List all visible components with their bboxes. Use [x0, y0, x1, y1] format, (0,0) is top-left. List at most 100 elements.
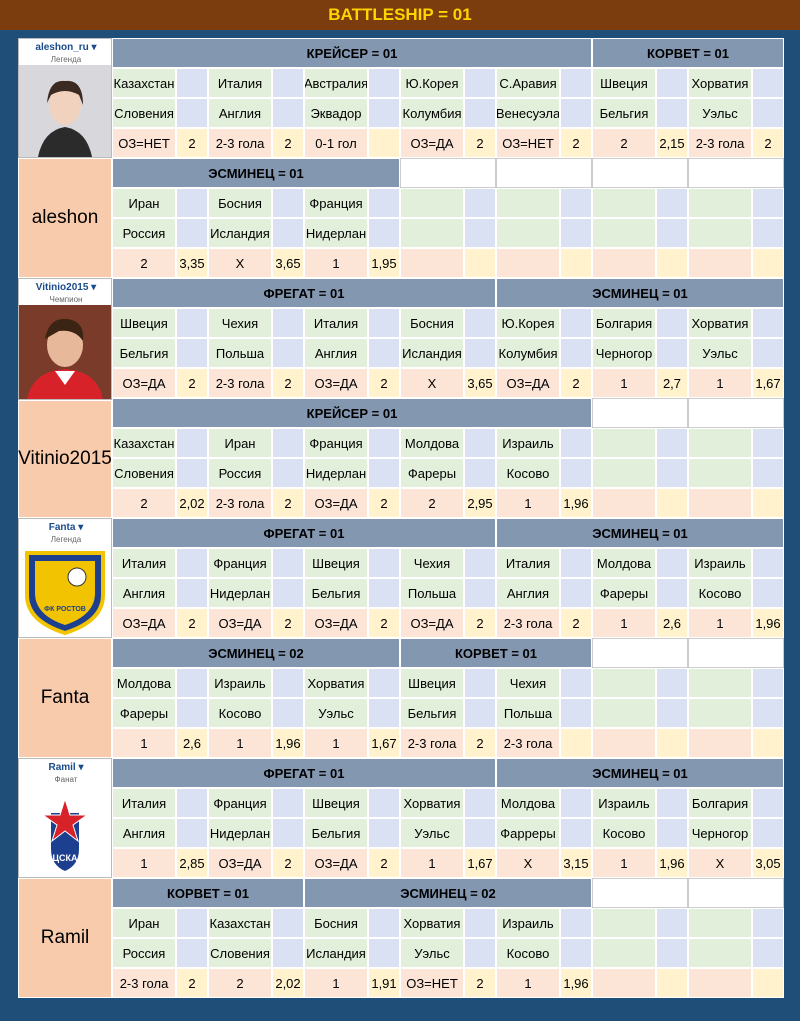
score-cell: [560, 938, 592, 968]
score-cell: [368, 818, 400, 848]
empty-cell: [656, 458, 688, 488]
score-cell: [464, 668, 496, 698]
score-cell: [176, 908, 208, 938]
empty-cell: [656, 248, 688, 278]
team-cell: Исландия: [400, 338, 464, 368]
score-cell: [752, 788, 784, 818]
bet-cell: ОЗ=ДА: [400, 128, 464, 158]
empty-cell: [752, 698, 784, 728]
team-cell: Италия: [304, 308, 368, 338]
score-cell: [368, 68, 400, 98]
team-cell: Молдова: [496, 788, 560, 818]
empty-cell: [496, 188, 560, 218]
team-cell: Польша: [400, 578, 464, 608]
empty-cell: [688, 488, 752, 518]
empty-cell: [656, 938, 688, 968]
empty-cell: [688, 428, 752, 458]
bet-cell: 1: [304, 968, 368, 998]
block-header: КРЕЙСЕР = 01: [112, 398, 592, 428]
odds-cell: 2,7: [656, 368, 688, 398]
team-cell: Бельгия: [400, 698, 464, 728]
empty-cell: [560, 218, 592, 248]
team-cell: Нидерлан: [208, 578, 272, 608]
bet-cell: 2-3 гола: [688, 128, 752, 158]
empty-cell: [592, 698, 656, 728]
odds-cell: 2,6: [656, 608, 688, 638]
score-cell: [272, 818, 304, 848]
team-cell: Уэльс: [400, 938, 464, 968]
empty-header: [688, 158, 784, 188]
team-cell: Израиль: [592, 788, 656, 818]
user-name[interactable]: Vitinio2015 ▾: [35, 282, 97, 293]
avatar: [19, 65, 111, 157]
user-name[interactable]: Ramil ▾: [48, 762, 84, 773]
team-cell: Италия: [112, 548, 176, 578]
score-cell: [176, 548, 208, 578]
block-header: ЭСМИНЕЦ = 02: [304, 878, 592, 908]
team-cell: Швеция: [592, 68, 656, 98]
score-cell: [272, 458, 304, 488]
team-cell: Израиль: [688, 548, 752, 578]
bet-cell: 2: [592, 128, 656, 158]
user-name[interactable]: aleshon_ru ▾: [35, 42, 97, 53]
score-cell: [560, 548, 592, 578]
score-cell: [176, 428, 208, 458]
bet-cell: ОЗ=ДА: [304, 608, 368, 638]
score-cell: [272, 98, 304, 128]
score-cell: [272, 548, 304, 578]
block-header: ЭСМИНЕЦ = 01: [496, 758, 784, 788]
empty-header: [688, 878, 784, 908]
block-header: ФРЕГАТ = 01: [112, 278, 496, 308]
bet-cell: 2-3 гола: [208, 128, 272, 158]
score-cell: [560, 698, 592, 728]
team-cell: Англия: [112, 578, 176, 608]
bet-cell: 1: [688, 368, 752, 398]
score-cell: [176, 698, 208, 728]
team-cell: Чехия: [208, 308, 272, 338]
team-cell: Бельгия: [304, 818, 368, 848]
score-cell: [752, 548, 784, 578]
bet-cell: 0-1 гол: [304, 128, 368, 158]
empty-cell: [752, 668, 784, 698]
empty-header: [592, 158, 688, 188]
team-cell: Польша: [496, 698, 560, 728]
team-cell: Болгария: [688, 788, 752, 818]
empty-cell: [752, 938, 784, 968]
team-cell: Бельгия: [112, 338, 176, 368]
team-cell: Босния: [400, 308, 464, 338]
odds-cell: 2,95: [464, 488, 496, 518]
team-cell: Иран: [112, 188, 176, 218]
empty-cell: [592, 248, 656, 278]
team-cell: Словения: [112, 458, 176, 488]
team-cell: Уэльс: [400, 818, 464, 848]
score-cell: [464, 458, 496, 488]
odds-cell: 2: [464, 608, 496, 638]
empty-cell: [688, 968, 752, 998]
user-name[interactable]: Fanta ▾: [48, 522, 84, 533]
bet-cell: ОЗ=НЕТ: [496, 128, 560, 158]
team-cell: Нидерлан: [208, 818, 272, 848]
score-cell: [176, 818, 208, 848]
avatar: ФК РОСТОВ: [19, 545, 111, 637]
empty-cell: [464, 188, 496, 218]
score-cell: [752, 338, 784, 368]
team-cell: Англия: [112, 818, 176, 848]
score-cell: [464, 98, 496, 128]
avatar: ЦСКА: [19, 785, 111, 877]
team-cell: Хорватия: [400, 908, 464, 938]
team-cell: Чехия: [400, 548, 464, 578]
empty-cell: [752, 248, 784, 278]
bet-cell: 2: [400, 488, 464, 518]
score-cell: [752, 308, 784, 338]
score-cell: [368, 428, 400, 458]
bet-cell: 1: [688, 608, 752, 638]
score-cell: [368, 188, 400, 218]
block-header: ФРЕГАТ = 01: [112, 518, 496, 548]
block-header: ЭСМИНЕЦ = 01: [496, 518, 784, 548]
score-cell: [464, 818, 496, 848]
profile-card: Vitinio2015 ▾ Чемпион: [18, 278, 112, 400]
bet-cell: 1: [208, 728, 272, 758]
team-cell: Австралия: [304, 68, 368, 98]
bet-cell: ОЗ=ДА: [304, 488, 368, 518]
display-name: Ramil: [18, 878, 112, 998]
